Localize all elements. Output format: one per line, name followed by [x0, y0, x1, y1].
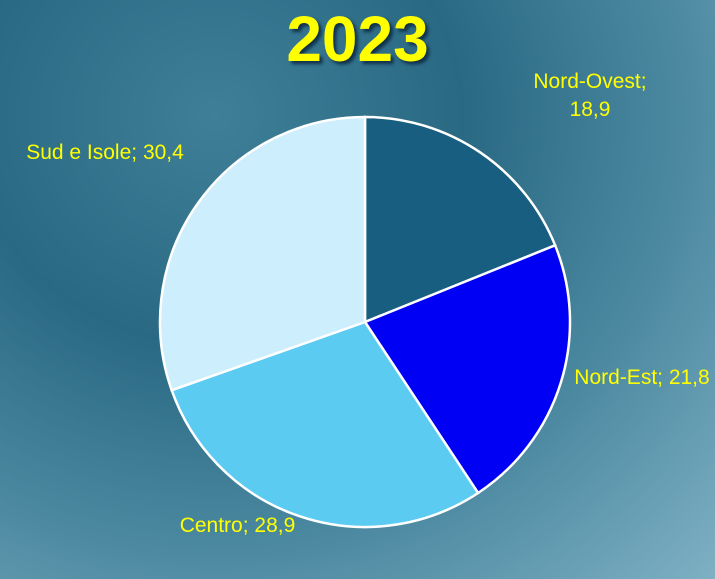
label-separator: ;	[657, 366, 669, 389]
label-separator: ;	[640, 70, 647, 93]
pie-slice	[170, 320, 480, 529]
value-label: 28,9	[254, 514, 296, 537]
value-label: 30,4	[142, 141, 184, 164]
pie-slice	[158, 115, 367, 392]
label-separator: ;	[131, 141, 143, 164]
slice-label: Nord-Est; 21,8	[572, 364, 712, 392]
category-name: Nord-Ovest	[533, 70, 641, 93]
chart-title: 2023	[286, 3, 429, 75]
value-label: 18,9	[569, 98, 611, 121]
category-name: Sud e Isole	[26, 141, 132, 164]
category-name: Centro	[179, 514, 243, 537]
category-name: Nord-Est	[574, 366, 658, 389]
slice-label: Nord-Ovest; 18,9	[525, 68, 655, 124]
pie-slice	[363, 243, 572, 495]
label-separator: ;	[242, 514, 255, 537]
pie-slice	[363, 115, 557, 324]
slice-label: Centro; 28,9	[170, 512, 305, 540]
slice-label: Sud e Isole; 30,4	[10, 139, 200, 167]
value-label: 21,8	[668, 366, 710, 389]
